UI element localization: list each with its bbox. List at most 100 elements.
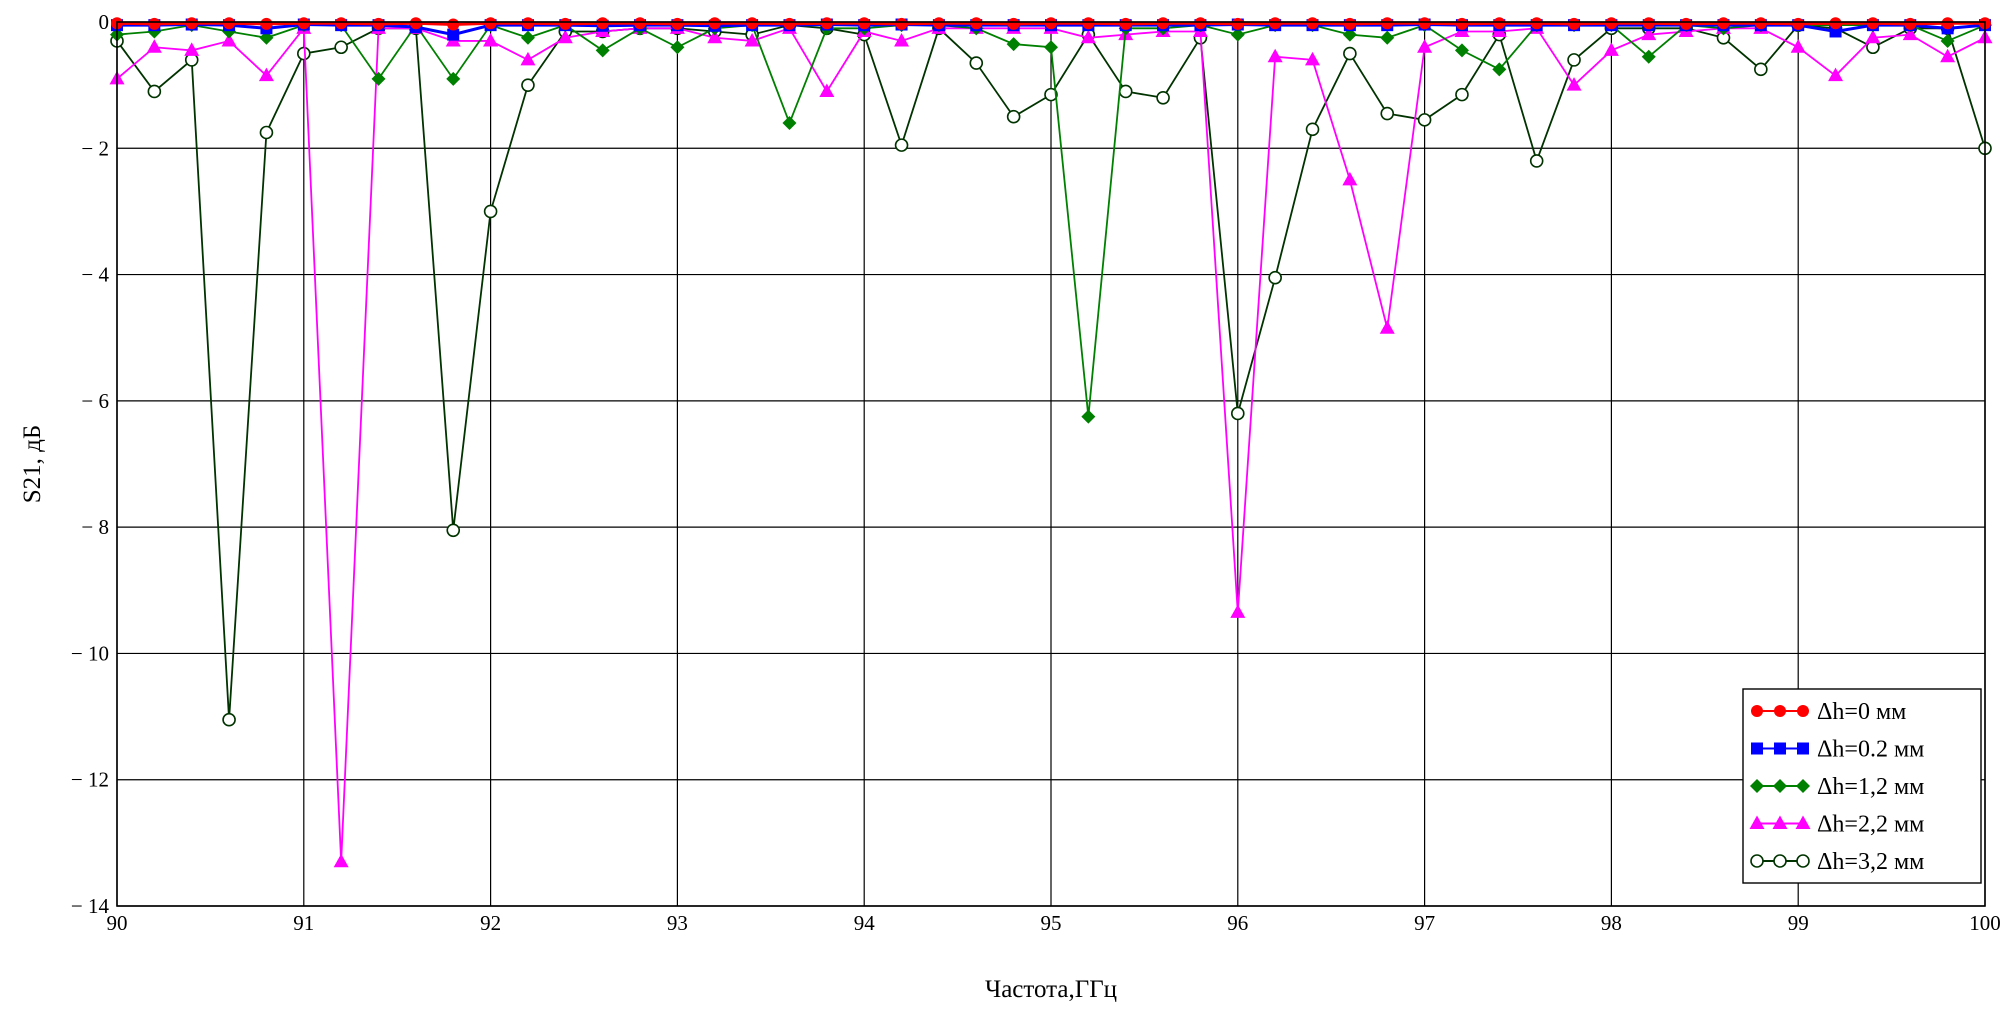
legend-label: Δh=0.2 мм [1817, 737, 1924, 763]
data-point [222, 712, 236, 727]
y-tick-label: − 10 [71, 641, 109, 665]
y-tick-label: 0 [99, 10, 110, 34]
data-point [1119, 17, 1132, 30]
legend-marker [1772, 815, 1788, 829]
y-tick-label: − 14 [71, 894, 110, 918]
data-point [932, 17, 945, 30]
data-point [596, 17, 609, 30]
data-point [1492, 62, 1507, 77]
data-point [1754, 62, 1768, 77]
data-point [1754, 17, 1767, 30]
data-point [1790, 39, 1806, 53]
legend-label: Δh=1,2 мм [1817, 774, 1924, 800]
data-point [259, 30, 274, 45]
legend-entry: Δh=1,2 мм [1750, 774, 1924, 800]
data-point [671, 17, 684, 30]
legend-marker [1750, 779, 1764, 793]
data-point [1343, 46, 1357, 61]
data-point [446, 523, 461, 538]
data-point [1455, 87, 1469, 102]
data-point [707, 29, 723, 44]
data-point [1157, 17, 1170, 30]
data-point [334, 40, 348, 55]
data-point [1641, 49, 1656, 64]
data-point [296, 46, 311, 61]
y-tick-label: − 8 [81, 515, 109, 539]
data-point [1230, 604, 1246, 618]
data-point [147, 84, 162, 99]
data-point [970, 17, 983, 30]
data-point [1194, 17, 1207, 30]
legend-marker [1796, 779, 1810, 793]
data-point [1717, 17, 1730, 30]
legend-marker [1797, 742, 1809, 755]
data-point [148, 17, 161, 30]
series-1 [111, 17, 1991, 31]
y-tick-label: − 12 [71, 768, 109, 792]
data-point [185, 17, 198, 30]
x-tick-label: 91 [293, 911, 314, 935]
data-point [1940, 48, 1956, 63]
data-point [1493, 17, 1506, 30]
legend-marker [1773, 779, 1787, 793]
data-point [1230, 27, 1245, 42]
x-tick-label: 92 [480, 911, 501, 935]
data-point [1306, 17, 1319, 30]
data-point [1045, 17, 1057, 30]
data-point [184, 42, 200, 56]
data-point [446, 71, 461, 86]
data-point [894, 138, 909, 152]
legend-marker [1751, 742, 1763, 755]
legend-marker [1774, 742, 1786, 755]
data-point [1268, 270, 1282, 285]
data-point [894, 32, 910, 47]
data-point [1342, 171, 1358, 186]
data-point [484, 17, 497, 30]
data-point [1267, 48, 1283, 63]
data-point [1904, 17, 1917, 30]
x-tick-label: 98 [1601, 911, 1622, 935]
data-point [521, 17, 534, 30]
data-point [1829, 25, 1842, 38]
data-point [1529, 154, 1544, 168]
legend-label: Δh=0 мм [1817, 699, 1906, 725]
legend-marker [1750, 854, 1764, 868]
data-point [559, 17, 572, 30]
data-point [483, 32, 499, 47]
data-point [1156, 90, 1170, 105]
legend-marker [1749, 815, 1765, 829]
data-point [1231, 406, 1245, 421]
data-point [520, 30, 535, 45]
data-point [1566, 77, 1582, 91]
data-point [483, 204, 498, 219]
data-point [1866, 17, 1879, 30]
data-point [259, 125, 274, 140]
data-point [447, 28, 460, 41]
legend-entry: Δh=2,2 мм [1749, 812, 1924, 838]
data-point [1305, 122, 1320, 137]
x-tick-label: 96 [1227, 911, 1248, 935]
data-point [969, 56, 984, 70]
legend-marker [1751, 705, 1763, 717]
data-point [782, 116, 797, 131]
data-point [1380, 30, 1395, 45]
data-point [895, 17, 908, 30]
legend-entry: Δh=0 мм [1751, 699, 1906, 725]
data-point [1081, 409, 1096, 424]
data-point [1455, 17, 1468, 30]
data-point [260, 17, 273, 30]
x-axis-label: Частота,ГГц [985, 976, 1117, 1003]
data-point [1006, 109, 1021, 124]
tick-labels: 90 91 92 93 94 95 96 97 98 99 100 0 − 2 − 4 − 6 − 8 − 10… [71, 10, 2001, 935]
data-point [1418, 17, 1431, 30]
data-point [1080, 29, 1096, 44]
legend-entry: Δh=0.2 мм [1751, 737, 1924, 763]
data-point [1865, 29, 1881, 44]
data-point [783, 17, 796, 30]
data-point [371, 71, 386, 86]
data-point [409, 17, 422, 30]
data-point [1829, 17, 1842, 30]
legend-marker [1773, 854, 1787, 868]
